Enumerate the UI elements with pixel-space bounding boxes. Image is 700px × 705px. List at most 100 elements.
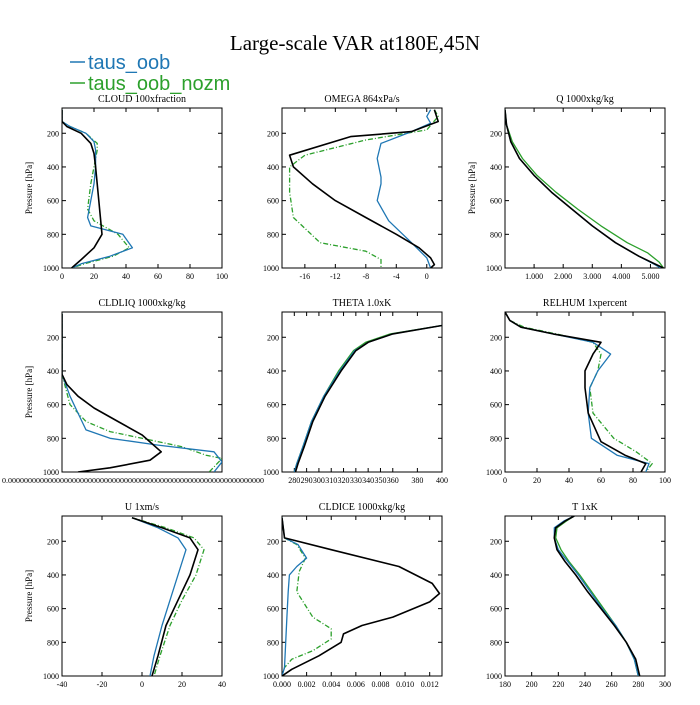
xtick-label: 200 (526, 680, 538, 689)
xtick-label: 80 (629, 476, 637, 485)
series-line-control (131, 516, 199, 676)
ytick-label: 400 (490, 367, 502, 376)
xtick-label: 320 (338, 476, 350, 485)
series-line-control (294, 324, 442, 472)
panel-6: U 1xm/s 200 400 600 800 1000-40 -20 0 20 40 Pressu… (24, 502, 226, 689)
series-line-control (505, 312, 647, 472)
ytick-label: 800 (267, 434, 279, 443)
series-line-taus_oob (553, 516, 639, 676)
ytick-label: 600 (490, 605, 502, 614)
xtick-label: 220 (552, 680, 564, 689)
xtick-label: 0 (503, 476, 507, 485)
xtick-label: 40 (565, 476, 573, 485)
xtick-label: 330 (350, 476, 362, 485)
ytick-label: 800 (267, 638, 279, 647)
xtick-label: 380 (411, 476, 423, 485)
panel-1: OMEGA 864xPa/s 200 400 600 800 1000 -16 -12 -8 -4… (263, 94, 443, 281)
xtick-label: 60 (597, 476, 605, 485)
ytick-label: 600 (47, 605, 59, 614)
xtick-label: 2.000 (554, 272, 572, 281)
panel-title: RELHUM 1xpercent (543, 298, 627, 309)
xtick-label: 100 (659, 476, 671, 485)
ytick-label: 1000 (43, 468, 59, 477)
series-line-control (505, 109, 664, 268)
ytick-label: 400 (267, 367, 279, 376)
series-line-control (62, 313, 162, 472)
panel-frame (504, 107, 666, 269)
xtick-label: 0.000 (273, 680, 291, 689)
ytick-label: 1000 (263, 672, 279, 681)
xtick-label: 290 (301, 476, 313, 485)
panel-title: CLDLIQ 1000xkg/kg (99, 298, 186, 309)
panel-frame (61, 311, 223, 473)
ytick-label: 1000 (486, 264, 502, 273)
xtick-label: 3.000 (583, 272, 601, 281)
series-line-taus_oob (505, 109, 661, 268)
ytick-label: 1000 (486, 468, 502, 477)
panel-frame (281, 107, 443, 269)
panel-frame (61, 107, 223, 269)
ytick-label: 200 (267, 537, 279, 546)
ytick-label: 600 (490, 197, 502, 206)
xtick-label: 350 (374, 476, 386, 485)
ytick-label: 800 (490, 638, 502, 647)
xtick-label: 4.000 (612, 272, 630, 281)
xtick-label: -4 (393, 272, 400, 281)
xtick-label: 400 (436, 476, 448, 485)
panel-title: T 1xK (572, 502, 598, 513)
ytick-label: 200 (490, 129, 502, 138)
xtick-label: 40 (218, 680, 226, 689)
ytick-label: 1000 (263, 468, 279, 477)
panel-frame (61, 515, 223, 677)
panel-title: Q 1000xkg/kg (556, 94, 614, 105)
xtick-label: 80 (186, 272, 194, 281)
series-line-taus_oob (282, 517, 308, 676)
ytick-label: 400 (267, 571, 279, 580)
xtick-label: 280 (288, 476, 300, 485)
xtick-label: 240 (579, 680, 591, 689)
xtick-label: 300 (659, 680, 671, 689)
ytick-label: 800 (490, 434, 502, 443)
y-axis-label: Pressure [hPa] (24, 570, 34, 622)
xtick-label: 1.000 (525, 272, 543, 281)
panel-frame (281, 311, 443, 473)
ytick-label: 800 (490, 230, 502, 239)
ytick-label: 600 (267, 197, 279, 206)
ytick-label: 1000 (486, 672, 502, 681)
panel-2: Q 1000xkg/kg 200 400 600 800 1000 1.000 2.000 3.… (467, 94, 666, 281)
panel-frame (504, 311, 666, 473)
ytick-label: 800 (47, 434, 59, 443)
xtick-label: -12 (330, 272, 341, 281)
ytick-label: 200 (47, 537, 59, 546)
panel-title: CLOUD 100xfraction (98, 94, 186, 105)
panel-3: CLDLIQ 1000xkg/kg 200 400 600 800 10000.00000… (2, 298, 265, 485)
xtick-label: 100 (216, 272, 228, 281)
series-line-taus_oob (131, 517, 187, 676)
xtick-label: 180 (499, 680, 511, 689)
xtick-label: -20 (97, 680, 108, 689)
ytick-label: 200 (490, 333, 502, 342)
series-line-control (282, 517, 441, 676)
xtick-label: 20 (90, 272, 98, 281)
series-line-taus_oob (505, 312, 650, 472)
xtick-label: 260 (606, 680, 618, 689)
xtick-label: 60 (154, 272, 162, 281)
xtick-label: 340 (362, 476, 374, 485)
xtick-label: 20 (533, 476, 541, 485)
series-line-taus_oob (62, 109, 134, 268)
panel-frame (281, 515, 443, 677)
y-axis-label: Pressure [hPa] (467, 162, 477, 214)
legend: taus_oob taus_oob_nozm (70, 52, 230, 95)
series-line-taus_oob_nozm (288, 109, 439, 268)
ytick-label: 200 (47, 333, 59, 342)
ytick-label: 400 (47, 367, 59, 376)
xtick-label: 360 (387, 476, 399, 485)
ytick-label: 800 (267, 230, 279, 239)
series-line-control (553, 516, 641, 676)
xtick-label: 280 (632, 680, 644, 689)
series-line-taus_oob_nozm (505, 109, 665, 268)
